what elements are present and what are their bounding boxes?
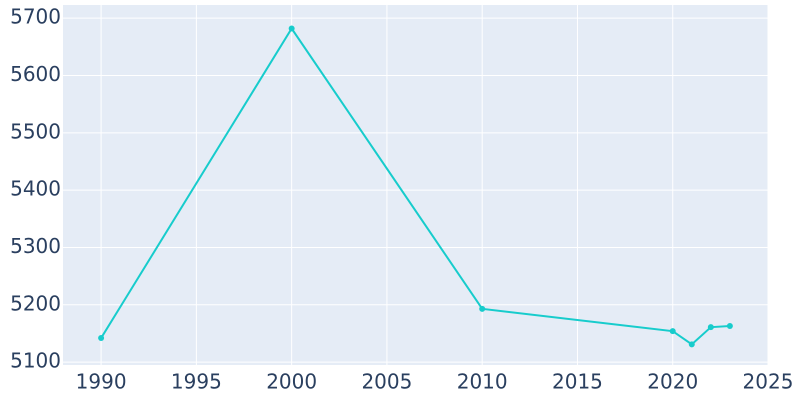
y-tick-label: 5100 — [10, 349, 61, 373]
y-tick-label: 5500 — [10, 119, 61, 143]
x-tick-label: 2015 — [552, 370, 603, 394]
x-tick-label: 2025 — [743, 370, 794, 394]
data-point — [707, 324, 714, 331]
x-tick-label: 1990 — [76, 370, 127, 394]
x-tick-label: 1995 — [171, 370, 222, 394]
data-point — [726, 323, 733, 330]
y-tick-label: 5700 — [10, 5, 61, 29]
data-point — [98, 335, 105, 342]
x-tick-label: 2020 — [647, 370, 698, 394]
data-point — [288, 25, 295, 32]
y-tick-label: 5200 — [10, 291, 61, 315]
x-tick-label: 2000 — [266, 370, 317, 394]
y-tick-label: 5600 — [10, 62, 61, 86]
plot-area — [63, 5, 768, 365]
data-point — [688, 341, 695, 348]
data-point — [669, 328, 676, 335]
data-point — [479, 305, 486, 312]
y-tick-label: 5400 — [10, 177, 61, 201]
y-tick-label: 5300 — [10, 234, 61, 258]
x-tick-label: 2005 — [361, 370, 412, 394]
x-tick-label: 2010 — [457, 370, 508, 394]
